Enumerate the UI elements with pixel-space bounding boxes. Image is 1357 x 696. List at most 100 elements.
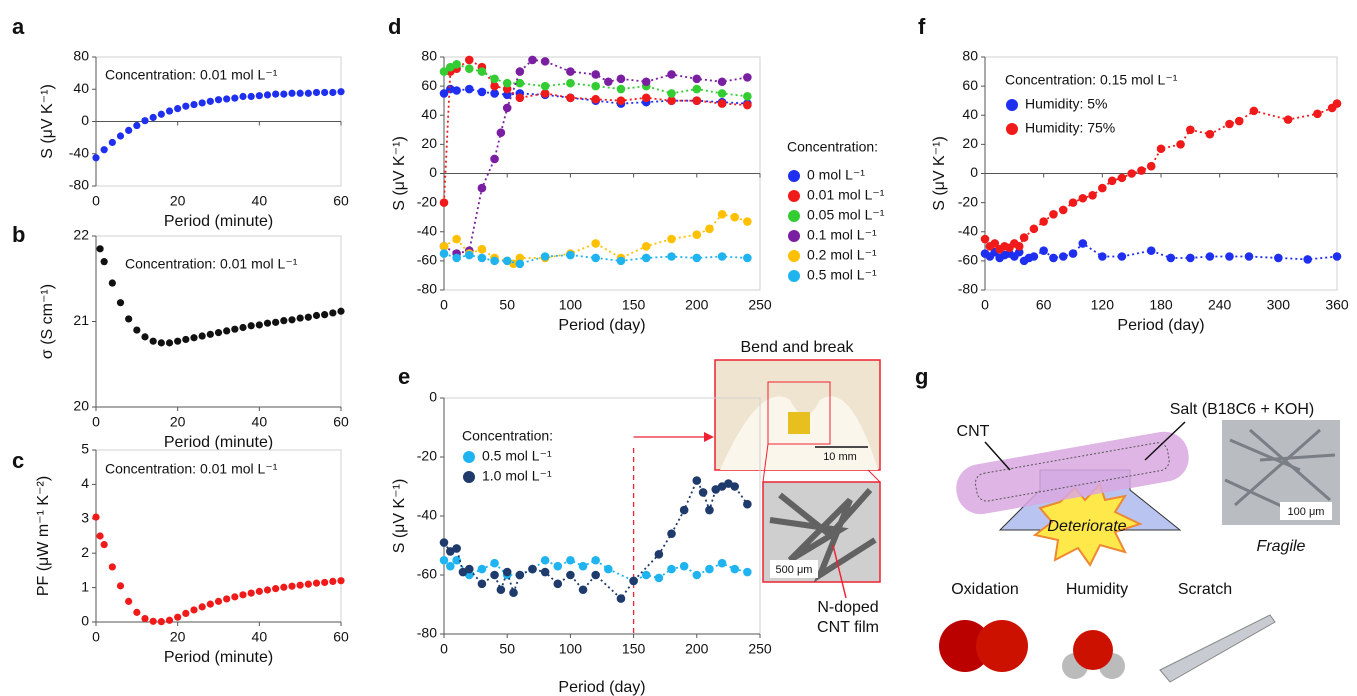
- data-point: [578, 585, 588, 595]
- scale-bg: [770, 560, 818, 578]
- data-point: [692, 74, 702, 84]
- diagram-text: Salt (B18C6 + KOH): [1170, 401, 1315, 418]
- data-point: [553, 579, 563, 589]
- y-axis-label: S (μV K⁻¹): [391, 136, 408, 211]
- data-point: [1146, 246, 1156, 255]
- data-point: [198, 332, 206, 340]
- x-tick-label: 0: [92, 193, 100, 209]
- data-point: [477, 67, 487, 76]
- data-point: [1166, 253, 1176, 263]
- data-point: [730, 564, 740, 574]
- y-tick-label: 5: [81, 441, 89, 457]
- data-point: [616, 256, 626, 266]
- data-point: [263, 319, 272, 327]
- data-point: [312, 579, 321, 587]
- data-point: [604, 564, 613, 574]
- data-point: [705, 564, 714, 574]
- annotation: Concentration: 0.01 mol L⁻¹: [125, 256, 298, 272]
- data-point: [288, 316, 296, 324]
- data-point: [591, 94, 600, 104]
- data-point: [452, 555, 461, 565]
- data-point: [1225, 252, 1234, 261]
- x-tick-label: 40: [252, 193, 268, 209]
- data-point: [667, 70, 676, 79]
- data-point: [108, 138, 116, 147]
- y-axis-label: σ (S cm⁻¹): [39, 284, 56, 359]
- data-point: [566, 67, 575, 76]
- data-point: [464, 64, 474, 73]
- data-point: [116, 582, 125, 590]
- arrow-head: [704, 432, 714, 442]
- data-point: [692, 570, 702, 580]
- oxygen-atom: [976, 620, 1028, 672]
- data-point: [452, 86, 461, 95]
- zoom-line: [762, 443, 769, 483]
- data-point: [641, 93, 651, 103]
- data-point: [1029, 224, 1039, 234]
- data-point: [280, 90, 288, 98]
- data-point: [578, 561, 588, 571]
- data-point: [296, 581, 304, 589]
- data-point: [157, 110, 165, 118]
- data-point: [1068, 198, 1078, 207]
- data-point: [133, 608, 141, 616]
- data-point: [566, 570, 575, 580]
- data-point: [730, 482, 740, 491]
- y-tick-label: -80: [417, 625, 437, 641]
- y-tick-label: 20: [962, 135, 978, 151]
- data-point: [490, 89, 499, 98]
- legend-swatch: [1006, 99, 1018, 111]
- x-tick-label: 240: [1208, 297, 1232, 313]
- data-point: [692, 476, 702, 485]
- y-tick-label: 60: [421, 77, 437, 93]
- data-point: [214, 96, 223, 104]
- x-tick-label: 0: [92, 414, 100, 430]
- x-axis-label: Period (day): [1117, 317, 1204, 334]
- data-point: [1244, 252, 1254, 261]
- legend-swatch: [463, 451, 475, 463]
- data-point: [439, 249, 449, 258]
- data-point: [304, 580, 312, 588]
- data-point: [165, 616, 174, 624]
- data-point: [591, 81, 600, 91]
- data-point: [1332, 99, 1342, 108]
- x-tick-label: 150: [622, 641, 646, 657]
- data-point: [337, 577, 345, 585]
- data-point: [231, 94, 239, 102]
- legend-title: Concentration:: [462, 428, 553, 444]
- x-tick-label: 0: [440, 641, 448, 657]
- y-tick-label: 80: [962, 48, 978, 64]
- data-point: [190, 606, 198, 614]
- data-point: [490, 256, 499, 266]
- data-point: [108, 563, 116, 571]
- oxygen-atom: [1073, 630, 1113, 670]
- panel-label: c: [12, 448, 24, 473]
- legend-label: 0.5 mol L⁻¹: [482, 448, 552, 464]
- data-point: [1068, 249, 1078, 258]
- data-point: [190, 100, 198, 109]
- legend-label: 0 mol L⁻¹: [807, 167, 865, 183]
- data-point: [667, 96, 676, 105]
- data-point: [464, 84, 474, 94]
- data-point: [1205, 252, 1215, 261]
- legend-swatch: [788, 230, 800, 242]
- annotation: Concentration: 0.01 mol L⁻¹: [105, 461, 278, 477]
- data-point: [439, 67, 449, 76]
- data-point: [667, 89, 676, 98]
- data-point: [280, 583, 288, 591]
- data-point: [477, 564, 487, 574]
- data-point: [288, 89, 296, 97]
- x-tick-label: 0: [981, 297, 989, 313]
- data-point: [329, 577, 337, 586]
- x-tick-label: 200: [685, 297, 709, 313]
- x-axis-label: Period (minute): [164, 434, 273, 451]
- data-point: [1098, 252, 1107, 261]
- annotation: Concentration: 0.01 mol L⁻¹: [105, 67, 278, 83]
- data-point: [1078, 239, 1088, 248]
- panel-label: a: [12, 14, 25, 39]
- y-tick-label: -20: [417, 193, 437, 209]
- data-point: [743, 499, 752, 509]
- x-tick-label: 20: [170, 414, 186, 430]
- data-point: [528, 55, 537, 65]
- scale-label: 100 μm: [1288, 506, 1325, 518]
